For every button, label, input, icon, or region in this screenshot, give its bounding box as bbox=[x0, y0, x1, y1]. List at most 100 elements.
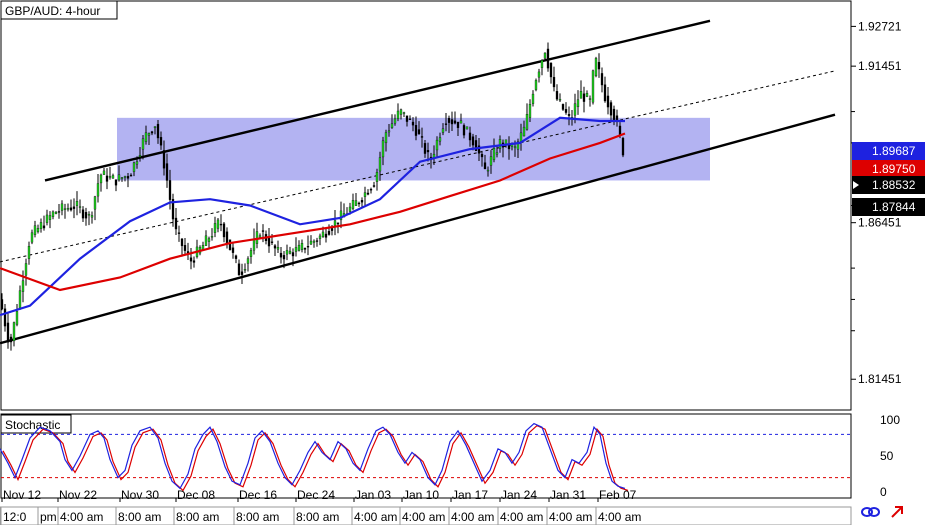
candle bbox=[237, 259, 241, 276]
date-label: Dec 16 bbox=[239, 488, 277, 502]
price-label: 1.89750 bbox=[852, 160, 925, 178]
candle bbox=[183, 238, 187, 256]
candle bbox=[549, 62, 553, 84]
candle bbox=[522, 120, 526, 137]
candle bbox=[288, 246, 292, 255]
candle bbox=[552, 66, 556, 92]
stochastic-axis: 100 50 0 bbox=[880, 413, 900, 499]
candle bbox=[141, 134, 145, 160]
candle bbox=[564, 102, 568, 115]
candle bbox=[126, 173, 130, 188]
candle bbox=[378, 151, 382, 181]
candle bbox=[39, 218, 43, 233]
candle bbox=[114, 179, 118, 192]
candle bbox=[414, 116, 418, 141]
stochastic-pane-frame bbox=[0, 413, 852, 499]
candle bbox=[426, 142, 430, 162]
candle bbox=[441, 123, 445, 136]
svg-text:1.87844: 1.87844 bbox=[872, 200, 916, 214]
candle bbox=[354, 192, 358, 206]
candle bbox=[306, 235, 310, 256]
candle bbox=[138, 147, 142, 162]
candle bbox=[537, 68, 541, 83]
candle bbox=[387, 123, 391, 137]
candle bbox=[591, 69, 595, 105]
title-box bbox=[0, 0, 118, 20]
candle bbox=[0, 293, 4, 311]
date-axis: Nov 12 Nov 22 Nov 30 Dec 08 Dec 16 Dec 24 Jan … bbox=[1, 488, 637, 502]
candle bbox=[153, 126, 157, 135]
sync-icon[interactable] bbox=[861, 507, 880, 517]
stochastic-label-box bbox=[0, 414, 72, 434]
candle bbox=[423, 139, 427, 158]
candle bbox=[207, 236, 211, 249]
candle bbox=[375, 168, 379, 191]
candle bbox=[249, 247, 253, 264]
candle bbox=[63, 203, 67, 219]
date-label: Nov 12 bbox=[3, 488, 41, 502]
time-label: 8:00 am bbox=[236, 510, 279, 524]
candle bbox=[300, 239, 304, 253]
candle bbox=[129, 173, 133, 177]
candle bbox=[261, 224, 265, 243]
candle bbox=[165, 153, 169, 188]
candle bbox=[297, 240, 301, 252]
candle bbox=[606, 86, 610, 115]
date-label: Jan 24 bbox=[501, 488, 537, 502]
time-label: 4:00 am bbox=[354, 510, 397, 524]
stochastic-lines bbox=[0, 422, 851, 492]
candle bbox=[96, 173, 100, 203]
candle bbox=[294, 237, 298, 257]
candle bbox=[420, 127, 424, 148]
candle bbox=[15, 303, 19, 327]
candle bbox=[597, 53, 601, 78]
candle bbox=[465, 126, 469, 130]
candle bbox=[327, 224, 331, 236]
time-label: 4:00 am bbox=[598, 510, 641, 524]
candle bbox=[540, 59, 544, 76]
candle bbox=[156, 119, 160, 144]
candle bbox=[72, 198, 76, 219]
candle bbox=[309, 235, 313, 245]
candle bbox=[582, 86, 586, 113]
candle bbox=[216, 217, 220, 233]
price-tick: 1.86451 bbox=[858, 216, 902, 230]
price-axis: 1.92721 1.91451 1.86451 1.81451 1.89687 1.897… bbox=[851, 19, 925, 386]
channel-lower-line bbox=[0, 113, 836, 345]
date-label: Jan 03 bbox=[355, 488, 391, 502]
candle bbox=[90, 211, 94, 224]
stochastic-tick: 50 bbox=[880, 449, 894, 463]
candle bbox=[456, 121, 460, 137]
candle bbox=[111, 173, 115, 179]
candle bbox=[483, 154, 487, 170]
candle bbox=[528, 99, 532, 122]
candle bbox=[42, 215, 46, 231]
candle bbox=[231, 242, 235, 259]
forward-icon[interactable] bbox=[891, 506, 903, 518]
candle bbox=[84, 207, 88, 226]
candle bbox=[30, 229, 34, 245]
candle bbox=[93, 195, 97, 221]
candle bbox=[234, 254, 238, 264]
svg-text:1.89687: 1.89687 bbox=[872, 144, 916, 158]
candle bbox=[372, 181, 376, 188]
candle bbox=[555, 84, 559, 101]
price-label: 1.87844 bbox=[852, 198, 925, 216]
candle bbox=[69, 199, 73, 212]
candle bbox=[246, 256, 250, 272]
candle bbox=[219, 214, 223, 232]
candle bbox=[471, 133, 475, 151]
stochastic-tick: 0 bbox=[880, 485, 887, 499]
candle bbox=[489, 150, 493, 174]
candle bbox=[525, 103, 529, 131]
candle bbox=[147, 132, 151, 146]
candle bbox=[477, 137, 481, 161]
candle bbox=[435, 136, 439, 157]
candle bbox=[534, 78, 538, 92]
candle bbox=[117, 165, 121, 182]
candle bbox=[180, 238, 184, 257]
candle bbox=[108, 166, 112, 180]
candle bbox=[222, 222, 226, 243]
time-label: 4:00 am bbox=[60, 510, 103, 524]
time-label: pm bbox=[40, 510, 57, 524]
